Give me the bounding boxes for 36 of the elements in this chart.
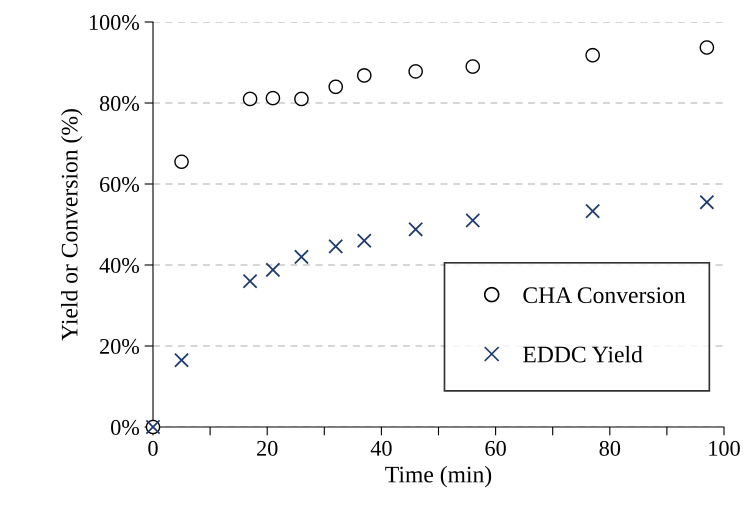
legend-label: EDDC Yield	[523, 346, 643, 362]
x-tick-label: 40	[370, 440, 392, 456]
point	[328, 238, 344, 254]
x-tick-label: 80	[600, 440, 620, 456]
x-tick-label: 60	[485, 440, 506, 456]
point	[242, 92, 258, 106]
point	[585, 48, 600, 62]
point	[242, 274, 258, 289]
x-tick-label: 100	[709, 440, 740, 456]
point	[585, 204, 600, 219]
point	[356, 68, 372, 83]
legend-label: CHA Conversion	[523, 287, 686, 304]
y-tick-label: 40%	[100, 258, 140, 273]
point	[294, 92, 309, 106]
y-axis-title: Yield or Conversion (%)	[60, 109, 82, 341]
x-tick-label: 0	[148, 440, 158, 456]
x-tick-label: 20	[257, 440, 278, 456]
y-tick-label: 60%	[100, 176, 140, 192]
point	[266, 90, 280, 106]
point	[328, 80, 344, 94]
y-tick-label: 0%	[111, 420, 140, 435]
point	[174, 154, 189, 170]
y-tick-label: 100%	[90, 14, 140, 30]
point	[356, 233, 372, 248]
point	[465, 212, 480, 228]
point	[699, 194, 714, 210]
point	[408, 222, 424, 237]
point	[294, 249, 309, 264]
y-tick-label: 20%	[100, 338, 140, 354]
point	[465, 59, 480, 74]
point	[700, 40, 714, 55]
x-axis-title: Time (min)	[385, 466, 492, 488]
y-tick-label: 80%	[100, 96, 140, 111]
point	[408, 64, 423, 79]
point	[174, 352, 190, 368]
point	[265, 262, 280, 278]
